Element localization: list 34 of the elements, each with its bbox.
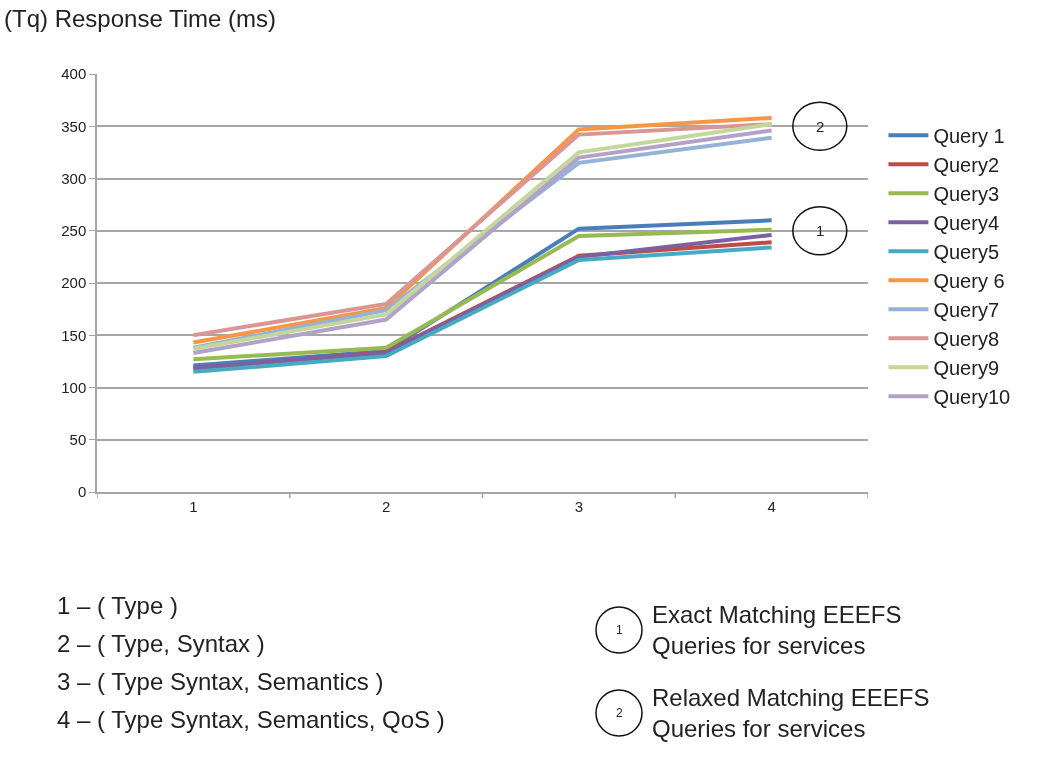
text: 2 <box>616 706 623 720</box>
legend-label: Query2 <box>933 154 1000 177</box>
text: 3 – ( Type Syntax, Semantics ) <box>57 668 384 695</box>
legend-label: Query9 <box>933 357 1000 380</box>
text: Exact Matching EEEFS Queries for services <box>652 601 902 660</box>
y-tick-label: 400 <box>61 65 87 83</box>
legend-label: Query7 <box>933 299 1000 322</box>
annotation: 1 <box>816 222 825 239</box>
legend-label: Query 6 <box>933 270 1005 293</box>
x-tick-label: 2 <box>381 497 391 515</box>
y-tick-label: 200 <box>61 274 87 292</box>
y-axis-title: (Tq) Response Time (ms) <box>4 5 277 32</box>
x-tick-label: 4 <box>767 497 776 515</box>
y-tick-label: 100 <box>61 378 87 396</box>
x-tick-label: 1 <box>189 497 198 515</box>
text: 4 – ( Type Syntax, Semantics, QoS ) <box>57 706 445 733</box>
y-tick-label: 50 <box>69 431 87 448</box>
text: 1 – ( Type ) <box>57 592 178 619</box>
y-tick-label: 350 <box>61 117 87 135</box>
y-tick-label: 150 <box>61 326 87 344</box>
y-tick-label: 0 <box>77 483 87 501</box>
x-tick-label: 3 <box>574 497 584 515</box>
legend-label: Query 1 <box>933 125 1005 148</box>
annotation: 2 <box>816 118 825 135</box>
legend-label: Query4 <box>933 212 1000 235</box>
legend-label: Query5 <box>933 241 1000 264</box>
y-tick-label: 300 <box>61 169 87 187</box>
y-tick-label: 250 <box>61 222 87 239</box>
legend-label: Query3 <box>933 183 1000 206</box>
legend-label: Query8 <box>933 328 1000 351</box>
text: Relaxed Matching EEEFS Queries for services <box>652 684 930 743</box>
legend-label: Query10 <box>933 386 1011 409</box>
text: 2 – ( Type, Syntax ) <box>57 630 265 657</box>
text: 1 <box>616 623 623 637</box>
